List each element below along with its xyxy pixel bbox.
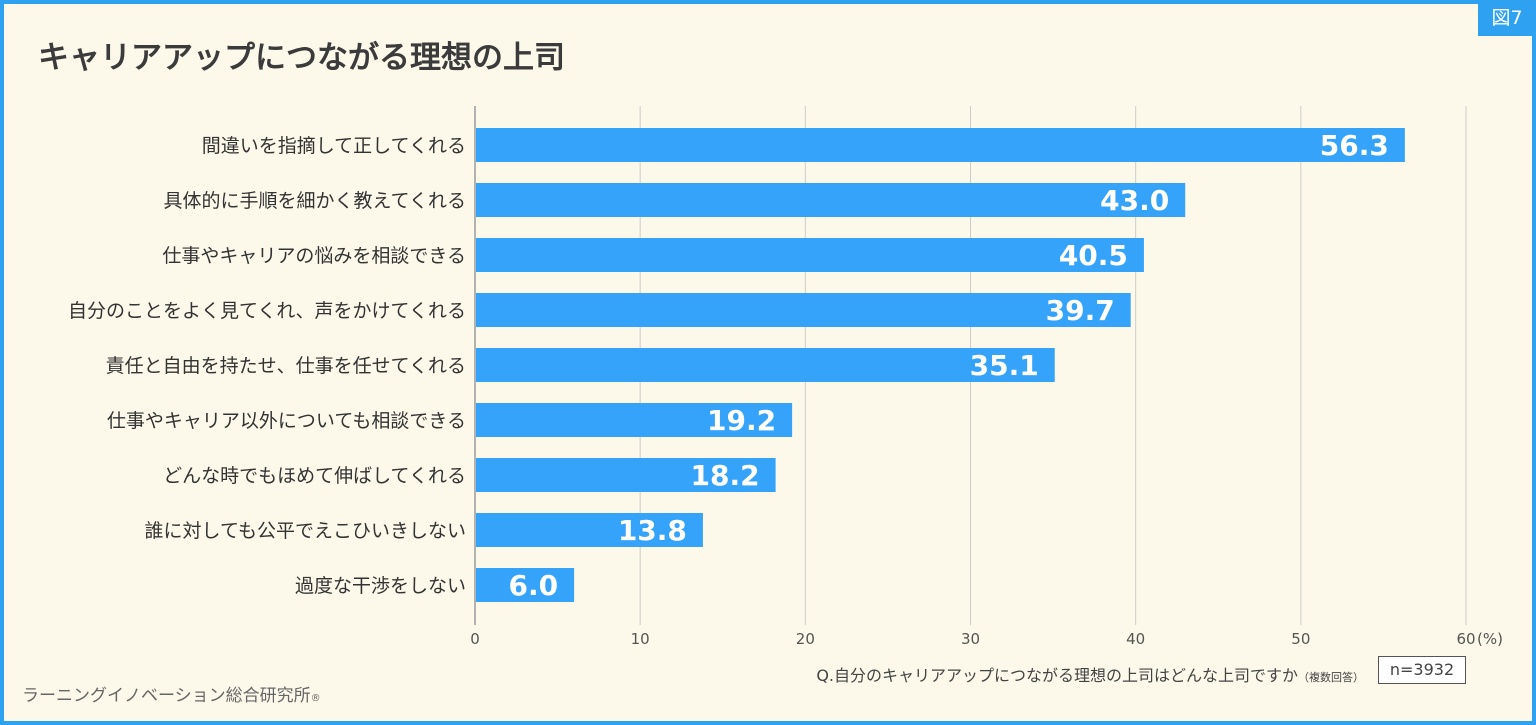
category-label: 仕事やキャリアの悩みを相談できる — [162, 245, 466, 267]
bar — [476, 293, 1131, 327]
category-label: 具体的に手順を細かく教えてくれる — [164, 190, 466, 212]
question-text: Q.自分のキャリアアップにつながる理想の上司はどんな上司ですか（複数回答） — [816, 662, 1364, 686]
bar — [476, 458, 776, 492]
data-label: 13.8 — [618, 514, 687, 547]
chart-title: キャリアアップにつながる理想の上司 — [38, 40, 565, 76]
bar — [476, 348, 1055, 382]
question-note: （複数回答） — [1298, 671, 1364, 684]
category-label: 誰に対しても公平でえこひいきしない — [145, 520, 466, 542]
bar — [476, 238, 1144, 272]
question-label: Q.自分のキャリアアップにつながる理想の上司はどんな上司ですか — [816, 666, 1298, 685]
category-label: 過度な干渉をしない — [295, 575, 466, 597]
x-tick-label: 50 — [1291, 630, 1310, 648]
footer-credit: ラーニングイノベーション総合研究所® — [22, 681, 321, 706]
x-tick-label: 60 — [1456, 630, 1475, 648]
x-tick-label: 0 — [470, 630, 480, 648]
bar — [476, 513, 703, 547]
figure-tag: 図7 — [1478, 0, 1536, 36]
category-label: どんな時でもほめて伸ばしてくれる — [163, 465, 466, 487]
footer-reg-mark: ® — [310, 693, 321, 704]
bar — [476, 183, 1186, 217]
data-label: 19.2 — [707, 404, 776, 437]
bar — [476, 568, 575, 602]
data-label: 43.0 — [1100, 184, 1169, 217]
x-tick-label: 30 — [961, 630, 980, 648]
category-label: 責任と自由を持たせ、仕事を任せてくれる — [106, 355, 466, 377]
footer-org: ラーニングイノベーション総合研究所 — [22, 686, 311, 706]
data-label: 39.7 — [1046, 294, 1115, 327]
category-label: 仕事やキャリア以外についても相談できる — [107, 410, 466, 432]
sample-size-box: n=3932 — [1378, 656, 1466, 684]
bar — [476, 403, 793, 437]
x-tick-label: 10 — [631, 630, 650, 648]
bar — [476, 128, 1405, 162]
x-tick-label: 20 — [796, 630, 815, 648]
x-tick-label: 40 — [1126, 630, 1145, 648]
data-label: 6.0 — [508, 569, 558, 602]
category-label: 間違いを指摘して正してくれる — [202, 135, 466, 157]
category-label: 自分のことをよく見てくれ、声をかけてくれる — [68, 300, 466, 322]
data-label: 18.2 — [691, 459, 760, 492]
data-label: 40.5 — [1059, 239, 1128, 272]
data-label: 56.3 — [1320, 129, 1389, 162]
x-unit-label: (%) — [1477, 630, 1503, 648]
data-label: 35.1 — [970, 349, 1039, 382]
